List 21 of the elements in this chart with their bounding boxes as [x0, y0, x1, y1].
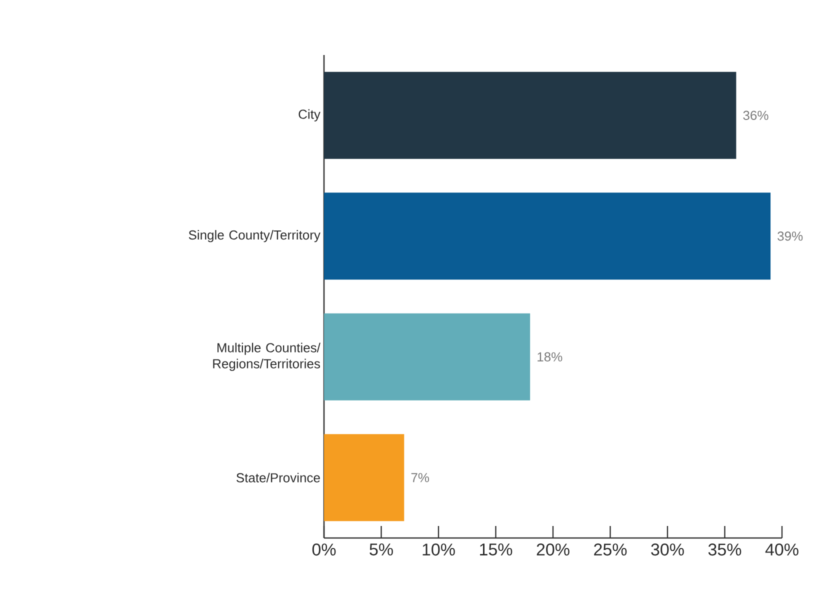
x-tick-label: 25% [594, 544, 627, 556]
x-tick-label: 20% [536, 544, 570, 556]
x-tick-label: 0% [312, 544, 336, 556]
x-tick-label: 10% [422, 544, 455, 556]
y-tick-label: City [298, 109, 320, 122]
x-tick-label: 30% [651, 544, 684, 556]
data-label: 18% [538, 352, 562, 362]
data-label: 39% [778, 232, 803, 241]
x-tick-label: 5% [370, 544, 393, 556]
y-tick-label: State/Province [236, 472, 320, 482]
y-tick-label: Multiple Counties/ Regions/Territories [213, 342, 320, 371]
x-tick-label: 35% [708, 544, 742, 556]
data-label: 7% [411, 473, 430, 482]
x-tick-label: 15% [480, 544, 512, 556]
y-tick-label: Single County/Territory [188, 230, 320, 242]
bar [324, 313, 530, 400]
x-tick-label: 40% [765, 544, 798, 556]
data-label: 36% [743, 110, 768, 120]
bar [324, 72, 736, 159]
bar [324, 192, 771, 280]
bar [324, 434, 404, 522]
